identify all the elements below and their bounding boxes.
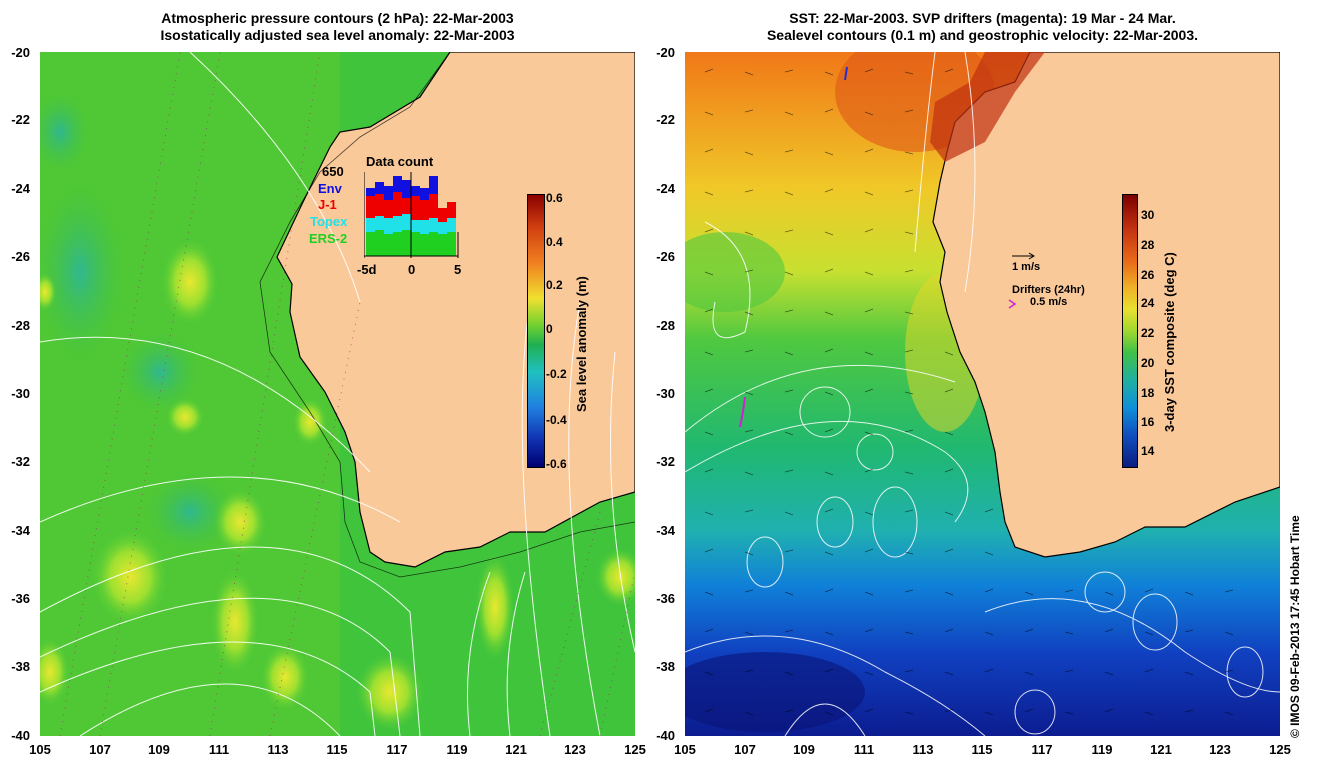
colorbar-tick: 0.4: [546, 235, 563, 249]
sea-level-colorbar-label: Sea level anomaly (m): [574, 276, 589, 412]
drifters-legend-title: Drifters (24hr): [1012, 284, 1085, 296]
legend-env: Env: [318, 181, 342, 196]
lat-tick: -32: [656, 454, 675, 469]
inset-max-count: 650: [322, 164, 344, 179]
colorbar-tick: 30: [1141, 208, 1155, 222]
inset-xtick: 5: [454, 262, 462, 277]
lon-tick: 113: [267, 742, 289, 757]
legend-ers2: ERS-2: [309, 231, 348, 246]
lon-tick: 107: [734, 742, 756, 757]
lat-tick: -36: [11, 591, 30, 606]
right-title-line2: Sealevel contours (0.1 m) and geostrophi…: [766, 27, 1199, 43]
colorbar-tick: 18: [1141, 386, 1155, 400]
lat-tick: -24: [11, 181, 30, 196]
lon-tick: 123: [1209, 742, 1231, 757]
lat-tick: -34: [11, 523, 30, 538]
lon-tick: 115: [326, 742, 348, 757]
lat-tick: -40: [656, 728, 675, 743]
colorbar-tick: 0: [546, 322, 553, 336]
sea-level-anomaly-map: [40, 52, 635, 736]
left-map-title: Atmospheric pressure contours (2 hPa): 2…: [40, 10, 635, 44]
lat-tick: -30: [11, 386, 30, 401]
velocity-scale-label: 1 m/s: [1012, 261, 1041, 273]
lat-tick: -32: [11, 454, 30, 469]
lon-tick: 119: [1091, 742, 1113, 757]
sst-map: [685, 52, 1280, 736]
lat-tick: -40: [11, 728, 30, 743]
left-title-line2: Isostatically adjusted sea level anomaly…: [160, 27, 515, 43]
colorbar-tick: 24: [1141, 296, 1155, 310]
colorbar-tick: -0.6: [546, 457, 567, 471]
lat-tick: -26: [656, 249, 675, 264]
lon-tick: 109: [148, 742, 170, 757]
lon-tick: 115: [971, 742, 993, 757]
colorbar-tick: 22: [1141, 326, 1155, 340]
colorbar-tick: 0.6: [546, 191, 563, 205]
lon-tick: 121: [505, 742, 527, 757]
lon-tick: 117: [1031, 742, 1053, 757]
sst-colorbar-label: 3-day SST composite (deg C): [1162, 252, 1177, 432]
lat-tick: -20: [11, 45, 30, 60]
lon-tick: 117: [386, 742, 408, 757]
lon-tick: 125: [1269, 742, 1291, 757]
left-title-line1: Atmospheric pressure contours (2 hPa): 2…: [161, 10, 514, 26]
colorbar-tick: 14: [1141, 444, 1155, 458]
sea-level-colorbar: [527, 194, 545, 468]
legend-topex: Topex: [310, 214, 348, 229]
colorbar-tick: 20: [1141, 356, 1155, 370]
lon-tick: 105: [674, 742, 696, 757]
inset-xtick: 0: [408, 262, 416, 277]
imos-credit: © IMOS 09-Feb-2013 17:45 Hobart Time: [1288, 515, 1302, 738]
lon-tick: 111: [208, 742, 230, 757]
bar-stack: [366, 176, 456, 256]
lon-tick: 105: [29, 742, 51, 757]
lon-tick: 107: [89, 742, 111, 757]
colorbar-tick: 28: [1141, 238, 1155, 252]
colorbar-tick: 0.2: [546, 278, 563, 292]
drifters-scale-label: 0.5 m/s: [1030, 296, 1068, 308]
lat-tick: -22: [11, 112, 30, 127]
data-count-bars: [364, 172, 459, 258]
inset-xtick: -5d: [357, 262, 377, 277]
right-map-title: SST: 22-Mar-2003. SVP drifters (magenta)…: [685, 10, 1280, 44]
lon-tick: 113: [912, 742, 934, 757]
lat-tick: -28: [656, 318, 675, 333]
right-title-line1: SST: 22-Mar-2003. SVP drifters (magenta)…: [789, 10, 1176, 26]
colorbar-tick: -0.4: [546, 413, 567, 427]
lat-tick: -30: [656, 386, 675, 401]
inset-title: Data count: [366, 154, 434, 169]
lon-tick: 119: [446, 742, 468, 757]
colorbar-tick: -0.2: [546, 367, 567, 381]
colorbar-tick: 26: [1141, 268, 1155, 282]
lat-tick: -22: [656, 112, 675, 127]
lat-tick: -20: [656, 45, 675, 60]
lat-tick: -38: [11, 659, 30, 674]
lat-tick: -36: [656, 591, 675, 606]
lat-tick: -24: [656, 181, 675, 196]
lat-tick: -28: [11, 318, 30, 333]
lon-tick: 125: [624, 742, 646, 757]
lat-tick: -26: [11, 249, 30, 264]
lon-tick: 123: [564, 742, 586, 757]
lon-tick: 121: [1150, 742, 1172, 757]
sst-colorbar: [1122, 194, 1138, 468]
legend-j1: J-1: [318, 197, 337, 212]
colorbar-tick: 16: [1141, 415, 1155, 429]
lon-tick: 109: [793, 742, 815, 757]
lat-tick: -34: [656, 523, 675, 538]
lon-tick: 111: [853, 742, 875, 757]
lat-tick: -38: [656, 659, 675, 674]
